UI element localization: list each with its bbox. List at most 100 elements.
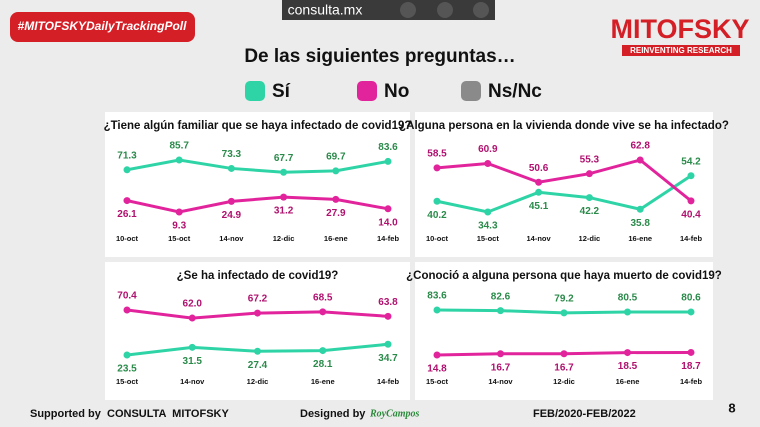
x-tick-label: 15-oct (477, 234, 500, 243)
data-label: 40.2 (427, 210, 447, 221)
x-tick-label: 12-dic (553, 377, 575, 386)
panel-background (415, 112, 713, 257)
footer-supported: Supported by CONSULTA MITOFSKY (30, 408, 229, 420)
hashtag: #MITOFSKYDailyTrackingPoll (18, 19, 188, 33)
x-tick-label: 14-nov (488, 377, 513, 386)
chart-title: ¿Conoció a alguna persona que haya muert… (406, 270, 722, 282)
x-tick-label: 15-oct (168, 234, 191, 243)
data-point (560, 309, 568, 317)
data-point (497, 350, 504, 358)
data-point (433, 197, 441, 205)
footer-designer: RoyCampos (369, 408, 420, 419)
data-label: 35.8 (630, 218, 650, 229)
data-label: 34.3 (478, 221, 498, 232)
data-point (687, 172, 695, 180)
site[interactable]: consulta.mx (288, 2, 363, 18)
data-point (687, 308, 695, 316)
data-point (433, 306, 441, 314)
chart-panel: ¿Tiene algún familiar que se haya infect… (104, 112, 411, 257)
legend-label: Ns/Nc (488, 81, 542, 102)
data-point (560, 350, 568, 358)
x-tick-label: 16-ene (311, 377, 335, 386)
data-label: 18.7 (681, 361, 701, 372)
tagline: REINVENTING RESEARCH (630, 46, 732, 55)
chart-title: ¿Alguna persona en la vivienda donde viv… (399, 120, 729, 132)
x-tick-label: 10-oct (116, 234, 139, 243)
data-point (175, 156, 183, 164)
data-label: 85.7 (169, 141, 189, 152)
data-point (332, 195, 340, 203)
data-label: 16.7 (554, 362, 574, 373)
data-point (636, 156, 644, 164)
data-point (687, 197, 695, 205)
data-point (175, 208, 183, 216)
data-point (227, 197, 235, 205)
data-label: 73.3 (222, 149, 242, 160)
data-label: 83.6 (427, 291, 447, 302)
data-label: 27.4 (248, 360, 268, 371)
data-label: 23.5 (117, 364, 137, 375)
data-label: 18.5 (618, 361, 638, 372)
data-point (484, 159, 492, 167)
x-tick-label: 14-feb (377, 234, 400, 243)
data-point (319, 347, 327, 355)
data-label: 71.3 (117, 150, 137, 161)
data-label: 9.3 (172, 221, 186, 232)
data-point (254, 309, 261, 317)
x-tick-label: 14-feb (377, 377, 400, 386)
data-point (484, 208, 492, 216)
data-label: 28.1 (313, 359, 333, 370)
series-line (436, 174, 692, 214)
data-point (280, 193, 288, 201)
heading: De las siguientes preguntas… (244, 46, 515, 67)
data-point (624, 308, 631, 316)
data-point (497, 307, 504, 315)
data-point (319, 308, 327, 316)
tagline-box (622, 45, 740, 56)
facebook-icon[interactable] (437, 2, 453, 18)
chart-panel: ¿Se ha infectado de covid19? 15-oct 14-nov… (105, 262, 410, 400)
chart-panel: ¿Conoció a alguna persona que haya muert… (406, 262, 722, 400)
charts: ¿Tiene algún familiar que se haya infect… (104, 112, 729, 400)
data-point (687, 348, 695, 356)
data-label: 40.4 (681, 210, 701, 221)
data-point (227, 164, 235, 172)
data-label: 82.6 (491, 291, 511, 302)
series-line (436, 158, 692, 203)
data-point (123, 306, 131, 314)
data-label: 67.7 (274, 153, 294, 164)
data-point (535, 188, 543, 196)
data-label: 68.5 (313, 292, 333, 303)
x-tick-label: 12-dic (579, 234, 601, 243)
x-tick-label: 14-feb (680, 377, 703, 386)
data-label: 55.3 (580, 154, 600, 165)
data-point (384, 312, 392, 320)
x-tick-label: 16-ene (628, 234, 652, 243)
data-label: 50.6 (529, 163, 549, 174)
data-point (123, 351, 131, 359)
data-point (254, 347, 261, 355)
data-label: 31.2 (274, 206, 294, 217)
chart-title: ¿Se ha infectado de covid19? (177, 270, 339, 282)
data-label: 62.8 (630, 141, 650, 152)
data-label: 31.5 (183, 356, 203, 367)
x-tick-label: 14-nov (527, 234, 552, 243)
legend-label: No (384, 81, 409, 102)
data-point (433, 164, 441, 172)
data-point (585, 170, 593, 178)
data-point (636, 205, 644, 213)
data-point (280, 168, 288, 176)
footer-designed: Designed by (300, 408, 366, 420)
x-tick-label: 12-dic (247, 377, 269, 386)
twitter-icon[interactable] (400, 2, 416, 18)
data-label: 80.5 (618, 293, 638, 304)
youtube-icon[interactable] (473, 2, 489, 18)
panel-background (415, 262, 713, 400)
x-tick-label: 14-nov (219, 234, 244, 243)
data-point (433, 351, 441, 359)
data-label: 42.2 (580, 206, 600, 217)
data-label: 67.2 (248, 294, 268, 305)
data-point (123, 197, 131, 205)
brand: MITOFSKY (610, 14, 749, 44)
